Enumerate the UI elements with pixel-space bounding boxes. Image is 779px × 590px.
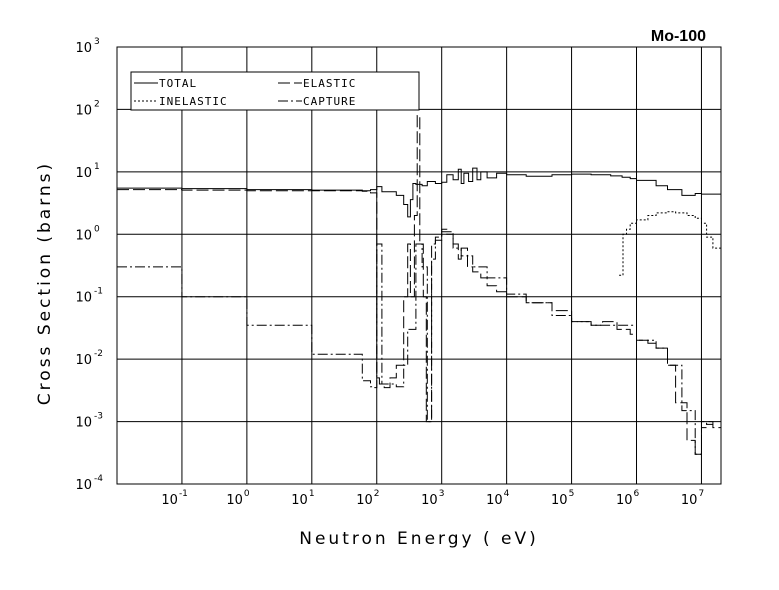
x-tick-base: 10: [681, 493, 698, 508]
y-tick-base: 10: [75, 166, 92, 181]
x-tick-exponent: 5: [569, 489, 575, 499]
x-tick-label: 10 3: [421, 489, 444, 508]
series-layer: [117, 115, 722, 455]
x-tick-base: 10: [226, 493, 243, 508]
y-tick-base: 10: [75, 353, 92, 368]
x-tick-label: 10 4: [486, 489, 510, 508]
y-tick-label: 10 -3: [75, 412, 103, 431]
x-axis-title: Neutron Energy ( eV): [299, 529, 539, 549]
x-tick-exponent: 2: [374, 489, 380, 499]
legend-box: [130, 71, 420, 111]
legend-item-capture: CAPTURE: [278, 95, 356, 108]
y-tick-base: 10: [75, 478, 92, 493]
chart-title: Mo-100: [651, 28, 706, 45]
x-tick-label: 10 -1: [161, 489, 188, 508]
x-tick-base: 10: [161, 493, 178, 508]
y-tick-exponent: 3: [94, 37, 100, 47]
y-tick-exponent: -4: [94, 474, 103, 484]
series-capture: [117, 231, 714, 455]
x-tick-base: 10: [421, 493, 438, 508]
legend-label: CAPTURE: [303, 95, 356, 108]
y-tick-label: 10 -4: [75, 474, 103, 493]
plot-frame: [116, 46, 722, 485]
y-tick-label: 10 0: [75, 224, 100, 243]
y-tick-exponent: -3: [94, 412, 103, 422]
x-tick-label: 10 6: [616, 489, 640, 508]
legend-label: TOTAL: [159, 77, 197, 90]
y-tick-base: 10: [75, 41, 92, 56]
series-total: [117, 167, 722, 218]
y-tick-label: 10 1: [75, 162, 99, 181]
y-tick-label: 10 -1: [75, 287, 103, 306]
x-tick-base: 10: [356, 493, 373, 508]
x-tick-exponent: 6: [634, 489, 640, 499]
x-tick-exponent: 0: [244, 489, 250, 499]
x-tick-exponent: -1: [179, 489, 188, 499]
y-tick-label: 10 3: [75, 37, 99, 56]
y-axis-title: Cross Section (barns): [35, 161, 55, 405]
legend: TOTAL ELASTIC INELASTIC CAPTURE: [130, 71, 420, 111]
x-tick-exponent: 1: [309, 489, 315, 499]
x-tick-base: 10: [486, 493, 503, 508]
y-tick-base: 10: [75, 416, 92, 431]
x-tick-exponent: 7: [698, 489, 704, 499]
legend-item-inelastic: INELASTIC: [134, 95, 228, 108]
y-tick-exponent: 2: [94, 99, 100, 109]
series-elastic: [117, 115, 722, 455]
x-tick-label: 10 2: [356, 489, 379, 508]
y-tick-base: 10: [75, 291, 92, 306]
x-tick-exponent: 4: [504, 489, 510, 499]
y-tick-label: 10 2: [75, 99, 99, 118]
x-tick-labels: 10 -1 10 0 10 1 10 2 10 3 10 4 10 5 10 6 10 7: [161, 489, 704, 508]
x-tick-label: 10 5: [551, 489, 574, 508]
series-inelastic: [619, 211, 722, 276]
y-tick-exponent: 0: [94, 224, 100, 234]
y-tick-base: 10: [75, 103, 92, 118]
x-tick-base: 10: [551, 493, 568, 508]
y-tick-label: 10 -2: [75, 349, 103, 368]
x-tick-base: 10: [616, 493, 633, 508]
legend-item-elastic: ELASTIC: [278, 77, 356, 90]
y-tick-exponent: -2: [94, 349, 103, 359]
y-tick-base: 10: [75, 228, 92, 243]
x-tick-base: 10: [291, 493, 308, 508]
x-tick-label: 10 1: [291, 489, 314, 508]
grid-lines: [117, 46, 721, 485]
legend-label: ELASTIC: [303, 77, 356, 90]
x-tick-label: 10 7: [681, 489, 704, 508]
y-tick-exponent: 1: [94, 162, 100, 172]
legend-label: INELASTIC: [159, 95, 228, 108]
x-tick-exponent: 3: [439, 489, 445, 499]
legend-item-total: TOTAL: [134, 77, 197, 90]
x-tick-label: 10 0: [226, 489, 250, 508]
y-tick-exponent: -1: [94, 287, 103, 297]
